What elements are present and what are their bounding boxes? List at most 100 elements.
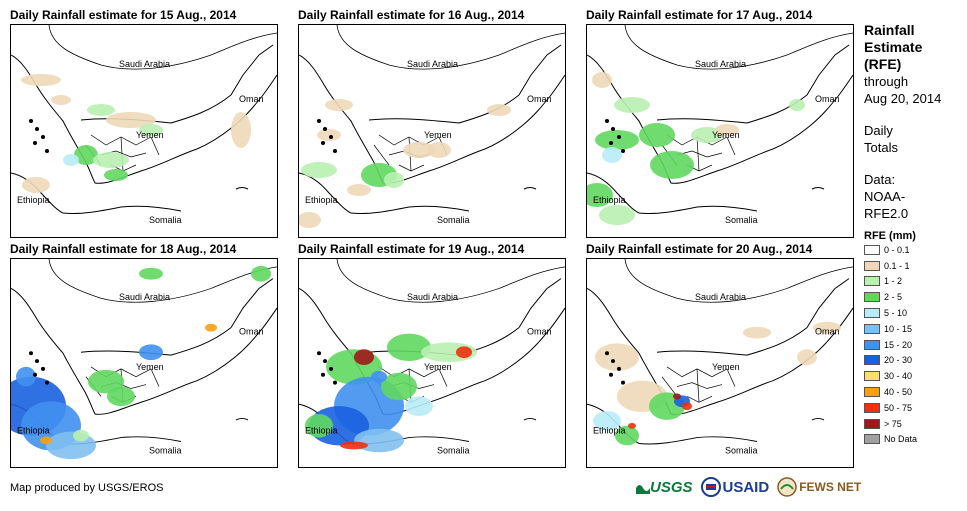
map-label-saudi: Saudi Arabia [407, 59, 458, 69]
rainfall-area [813, 321, 841, 334]
rainfall-area [340, 441, 368, 450]
legend-item-label: 20 - 30 [884, 355, 913, 366]
rainfall-area [427, 142, 451, 158]
rainfall-area [487, 104, 511, 116]
usaid-logo-text: USAID [722, 478, 770, 496]
governorate-boundary [696, 368, 700, 403]
legend-title-line: (RFE) [864, 56, 902, 72]
usgs-wave-icon [636, 485, 650, 494]
island [35, 127, 39, 131]
island [329, 366, 333, 371]
usgs-logo-text: USGS [650, 478, 693, 496]
rainfall-area [595, 130, 639, 150]
rainfall-area [384, 172, 404, 188]
panel-title: Daily Rainfall estimate for 18 Aug., 201… [10, 242, 237, 256]
rainfall-area [347, 184, 371, 196]
rainfall-area [797, 349, 817, 365]
rainfall-area [405, 396, 433, 416]
map-label-ethiopia: Ethiopia [593, 426, 626, 436]
legend-swatch [864, 244, 880, 255]
rainfall-area [231, 112, 251, 148]
island [321, 141, 325, 145]
governorate-boundary [676, 382, 723, 389]
northern-border [336, 259, 565, 303]
rainfall-area [354, 349, 374, 365]
rainfall-area [599, 205, 635, 225]
rainfall-area [691, 127, 723, 143]
rainfall-area [614, 97, 650, 113]
legend-item-label: 0.1 - 1 [884, 260, 910, 271]
island [45, 380, 49, 385]
island [33, 372, 37, 377]
rainfall-area [639, 123, 675, 147]
map-label-yemen: Yemen [712, 362, 740, 372]
map-label-oman: Oman [527, 327, 552, 337]
legend-data-line: Data: [864, 172, 896, 187]
island [333, 149, 337, 153]
fewsnet-logo: FEWS NET [777, 477, 861, 497]
island [323, 359, 327, 363]
legend-swatch [864, 371, 880, 382]
northern-border [48, 259, 277, 303]
rainfall-area [456, 346, 472, 359]
rainfall-area [595, 343, 639, 371]
legend-item: 40 - 50 [864, 384, 964, 400]
rainfall-area [743, 326, 771, 339]
socotra-island [523, 417, 537, 421]
rainfall-map: Saudi Arabia Oman Yemen Ethiopia Somalia [586, 24, 854, 238]
map-label-somalia: Somalia [149, 215, 182, 225]
rainfall-area [371, 370, 387, 383]
panel-title: Daily Rainfall estimate for 15 Aug., 201… [10, 8, 237, 22]
legend-item-label: 15 - 20 [884, 339, 913, 350]
legend-item-label: 0 - 0.1 [884, 244, 910, 255]
rainfall-map: Saudi Arabia Oman Yemen Ethiopia Somalia [586, 258, 854, 468]
map-label-oman: Oman [815, 94, 840, 104]
usgs-logo: USGS [636, 479, 693, 496]
island [41, 135, 45, 139]
rainfall-area [682, 402, 692, 411]
map-label-oman: Oman [239, 327, 264, 337]
coastline [587, 287, 853, 415]
rainfall-area [354, 428, 404, 453]
governorate-boundary [378, 366, 440, 378]
rainfall-area [615, 425, 639, 446]
legend-swatch [864, 292, 880, 303]
rainfall-map: Saudi Arabia Oman Yemen Ethiopia Somalia [298, 258, 566, 468]
legend-data-line: RFE2.0 [864, 206, 909, 221]
rainfall-area [673, 393, 681, 400]
legend-swatch [864, 260, 880, 271]
rainfall-area [205, 323, 217, 332]
rainfall-area [301, 162, 337, 178]
legend: Rainfall Estimate (RFE) through Aug 20, … [864, 22, 964, 447]
map-label-yemen: Yemen [136, 130, 164, 140]
legend-item: 15 - 20 [864, 337, 964, 353]
northern-border [624, 259, 853, 303]
rainfall-area [139, 124, 163, 136]
island [45, 149, 49, 153]
governorate-boundary [398, 164, 425, 172]
governorate-boundary [686, 396, 713, 403]
legend-swatch [864, 402, 880, 413]
socotra-island [811, 187, 825, 190]
legend-item-label: 30 - 40 [884, 371, 913, 382]
rainfall-area [74, 145, 98, 165]
map-label-somalia: Somalia [725, 215, 758, 225]
legend-swatch [864, 339, 880, 350]
rainfall-area [317, 129, 341, 141]
oman-border [518, 278, 562, 328]
rainfall-area [715, 124, 739, 136]
legend-item-label: 40 - 50 [884, 387, 913, 398]
legend-swatch [864, 276, 880, 287]
rainfall-area [104, 169, 128, 181]
legend-data-source: Data: NOAA- RFE2.0 [864, 171, 964, 222]
map-label-somalia: Somalia [149, 445, 182, 455]
governorate-boundary [150, 368, 160, 387]
island [611, 127, 615, 131]
legend-item: 2 - 5 [864, 289, 964, 305]
map-layer: Saudi Arabia Oman Yemen Ethiopia Somalia [11, 25, 277, 225]
oman-border [518, 44, 562, 96]
island [617, 135, 621, 139]
map-layer: Saudi Arabia Oman Yemen Ethiopia Somalia [299, 25, 565, 228]
island [621, 380, 625, 385]
island [611, 359, 615, 363]
